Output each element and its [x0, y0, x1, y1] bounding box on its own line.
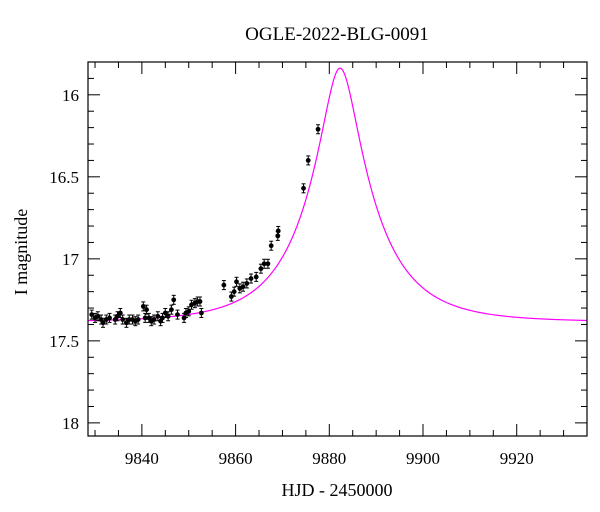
data-marker: [240, 284, 246, 290]
chart-title: OGLE-2022-BLG-0091: [245, 24, 429, 45]
data-marker: [198, 310, 204, 316]
major-ticks: [88, 62, 587, 436]
data-point: [253, 271, 259, 282]
data-marker: [160, 315, 165, 321]
data-point: [221, 280, 227, 291]
data-point: [148, 316, 154, 327]
data-marker: [151, 317, 157, 322]
data-point: [171, 294, 177, 305]
data-point: [144, 304, 149, 315]
y-tick-label: 18: [62, 414, 79, 433]
data-point: [186, 306, 192, 317]
data-point: [107, 312, 112, 323]
data-marker: [305, 158, 311, 163]
data-point: [244, 278, 250, 289]
x-tick-label: 9880: [312, 449, 346, 468]
data-marker: [197, 299, 203, 304]
data-point: [130, 314, 135, 325]
data-marker: [175, 312, 180, 318]
data-point: [197, 296, 203, 307]
data-point: [240, 281, 246, 292]
data-marker: [315, 126, 321, 132]
data-point: [151, 314, 157, 325]
y-tick-label: 16: [62, 86, 79, 105]
data-marker: [126, 317, 132, 322]
data-marker: [107, 315, 112, 321]
data-point: [275, 225, 281, 236]
data-point: [305, 155, 311, 166]
data-marker: [265, 261, 271, 267]
data-marker: [144, 307, 149, 313]
data-marker: [95, 313, 101, 319]
tick-labels: 9840 9860 9880 9900 9920 16 16.5 17 17.5 18: [49, 86, 533, 468]
data-marker: [117, 310, 123, 316]
data-marker: [135, 317, 141, 322]
data-marker: [221, 282, 227, 288]
x-axis-label: HJD - 2450000: [282, 480, 393, 500]
data-marker: [171, 297, 177, 303]
data-point: [142, 312, 148, 323]
data-point: [160, 312, 165, 323]
data-marker: [228, 294, 234, 299]
data-point: [135, 314, 141, 325]
x-tick-label: 9840: [125, 449, 159, 468]
y-tick-label: 16.5: [49, 168, 79, 187]
data-point: [231, 286, 237, 297]
data-marker: [155, 313, 161, 319]
data-point: [315, 124, 321, 135]
data-marker: [244, 281, 250, 286]
data-point: [248, 273, 254, 284]
y-tick-label: 17.5: [49, 332, 79, 351]
x-tick-label: 9900: [406, 449, 440, 468]
x-tick-label: 9920: [500, 449, 534, 468]
model-curve: [88, 67, 587, 322]
data-point: [234, 276, 239, 287]
data-point: [100, 317, 106, 328]
plot-frame: [87, 61, 588, 437]
data-marker: [89, 312, 95, 318]
data-marker: [142, 315, 148, 321]
data-marker: [140, 304, 146, 309]
data-marker: [186, 308, 192, 314]
data-point: [175, 309, 180, 320]
data-marker: [231, 289, 237, 295]
data-marker: [100, 320, 106, 326]
data-marker: [268, 243, 274, 249]
data-marker: [258, 266, 264, 272]
data-point: [120, 314, 126, 325]
plot-area: [88, 67, 587, 328]
data-marker: [275, 228, 281, 234]
y-axis-label: I magnitude: [11, 209, 31, 295]
data-marker: [253, 274, 259, 280]
data-marker: [120, 317, 126, 322]
data-point: [165, 311, 171, 322]
data-point: [261, 258, 267, 269]
data-point: [265, 258, 271, 269]
data-point: [198, 307, 204, 318]
data-marker: [165, 313, 171, 319]
data-marker: [301, 185, 306, 191]
data-point: [228, 291, 234, 302]
data-marker: [169, 307, 174, 313]
data-point: [268, 240, 274, 251]
minor-ticks: [88, 61, 588, 436]
x-tick-label: 9860: [219, 449, 253, 468]
data-point: [301, 183, 306, 194]
data-point: [169, 304, 174, 315]
data-marker: [248, 276, 254, 281]
y-tick-label: 17: [62, 250, 80, 269]
data-point: [140, 301, 146, 312]
data-marker: [261, 261, 267, 267]
data-marker: [234, 279, 239, 285]
